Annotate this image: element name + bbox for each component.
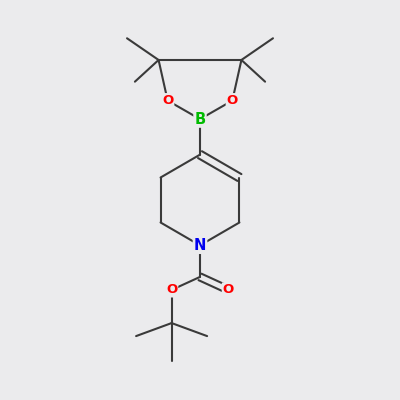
Text: O: O [162,94,173,107]
Text: B: B [194,112,206,127]
Text: O: O [166,284,177,296]
Text: N: N [194,238,206,253]
Text: O: O [227,94,238,107]
Text: O: O [223,284,234,296]
